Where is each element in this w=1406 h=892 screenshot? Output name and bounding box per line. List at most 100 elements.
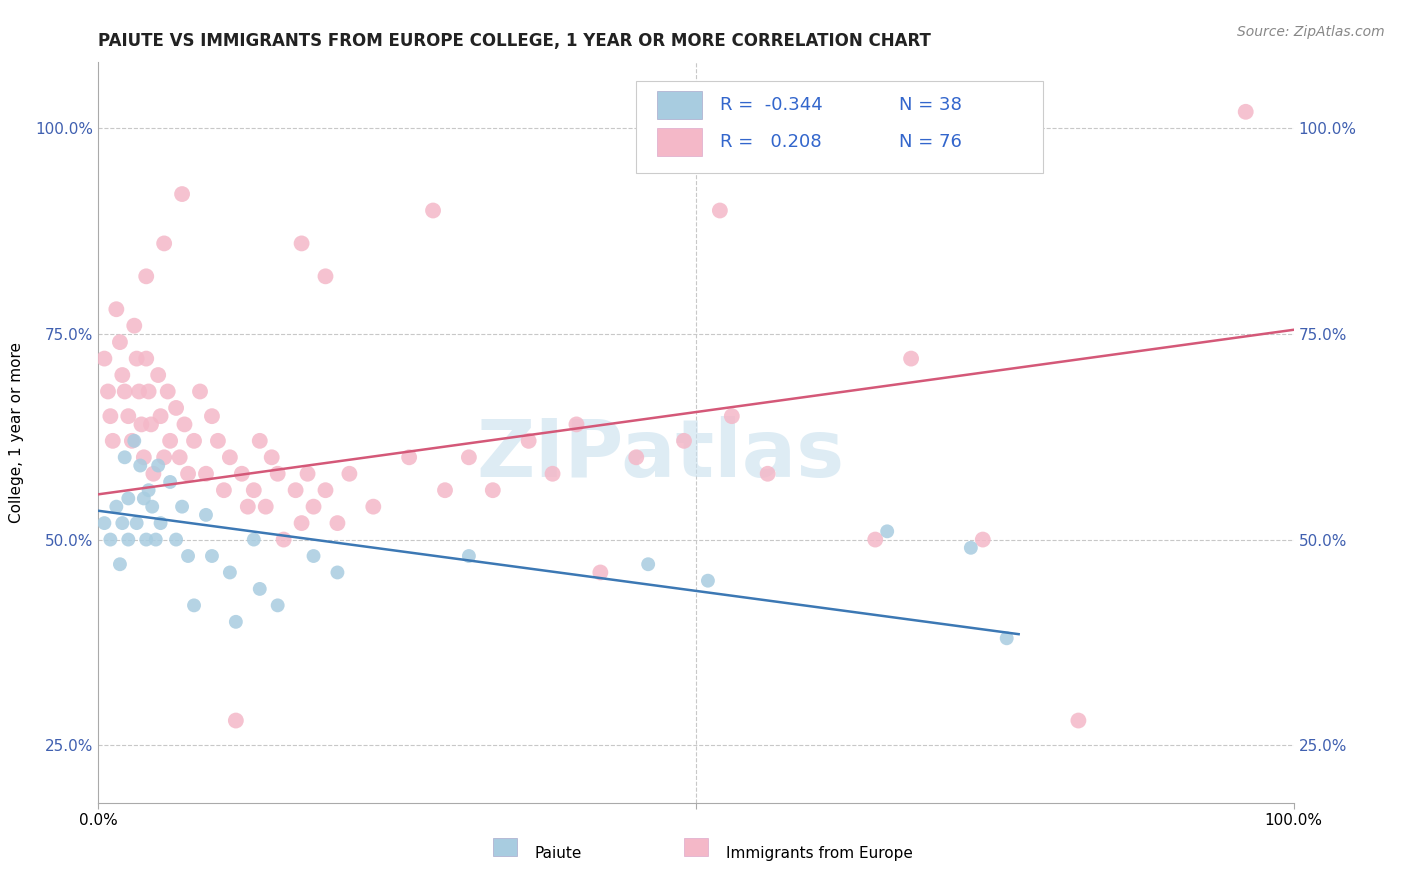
Point [876, 524, 898, 539]
Point [900, 351, 922, 366]
Point [1234, 104, 1257, 119]
Point [128, 384, 150, 399]
Point [125, 516, 148, 530]
Point [315, 483, 337, 498]
Point [219, 450, 242, 465]
Text: R =  -0.344: R = -0.344 [720, 96, 823, 114]
Point [195, 508, 218, 522]
Point [98, 533, 122, 547]
Point [169, 450, 191, 465]
Point [565, 417, 588, 432]
Point [177, 549, 200, 563]
Point [117, 533, 139, 547]
FancyBboxPatch shape [657, 91, 702, 120]
Point [135, 269, 157, 284]
Point [458, 549, 481, 563]
Point [138, 483, 160, 498]
Point [114, 384, 136, 399]
Point [135, 533, 157, 547]
Point [363, 500, 385, 514]
Point [188, 384, 211, 399]
Point [124, 434, 146, 448]
Point [267, 599, 290, 613]
Point [156, 384, 179, 399]
Point [98, 409, 122, 424]
Point [697, 574, 720, 588]
Point [225, 714, 247, 728]
Point [481, 483, 505, 498]
Point [302, 549, 325, 563]
Point [219, 566, 242, 580]
Point [231, 467, 253, 481]
Text: Immigrants from Europe: Immigrants from Europe [725, 846, 912, 861]
Point [101, 434, 124, 448]
Point [541, 467, 564, 481]
Point [145, 533, 167, 547]
Point [673, 434, 696, 448]
Point [105, 302, 128, 317]
Point [201, 549, 224, 563]
Point [148, 368, 170, 382]
Point [183, 434, 205, 448]
Point [291, 516, 314, 530]
Point [422, 203, 444, 218]
Text: Source: ZipAtlas.com: Source: ZipAtlas.com [1237, 25, 1385, 39]
Point [117, 491, 139, 506]
Point [260, 450, 283, 465]
Point [177, 467, 200, 481]
FancyBboxPatch shape [494, 838, 517, 856]
Point [153, 236, 176, 251]
Point [93, 516, 115, 530]
Point [243, 483, 266, 498]
Point [236, 500, 259, 514]
Point [995, 632, 1018, 646]
Text: Paiute: Paiute [534, 846, 582, 861]
Text: ZIPatlas: ZIPatlas [477, 416, 844, 494]
Point [148, 458, 170, 473]
Point [326, 566, 349, 580]
Point [249, 582, 271, 596]
Point [195, 467, 218, 481]
Point [207, 434, 229, 448]
Point [153, 450, 176, 465]
Point [398, 450, 420, 465]
Point [139, 417, 162, 432]
Text: N = 38: N = 38 [900, 96, 962, 114]
Point [267, 467, 290, 481]
Point [125, 351, 148, 366]
Point [132, 491, 155, 506]
Point [129, 458, 152, 473]
Point [243, 533, 266, 547]
Point [212, 483, 235, 498]
Text: N = 76: N = 76 [900, 134, 962, 152]
Point [117, 409, 139, 424]
FancyBboxPatch shape [657, 128, 702, 156]
Point [865, 533, 887, 547]
Text: R =   0.208: R = 0.208 [720, 134, 821, 152]
FancyBboxPatch shape [637, 81, 1043, 173]
Point [302, 500, 325, 514]
Point [297, 467, 319, 481]
Point [165, 533, 187, 547]
Point [721, 409, 744, 424]
Point [284, 483, 307, 498]
Point [972, 533, 994, 547]
Point [434, 483, 457, 498]
Point [1067, 714, 1090, 728]
Point [108, 558, 131, 572]
Point [138, 384, 160, 399]
Point [93, 351, 115, 366]
Point [121, 434, 143, 448]
Point [183, 599, 205, 613]
Text: PAIUTE VS IMMIGRANTS FROM EUROPE COLLEGE, 1 YEAR OR MORE CORRELATION CHART: PAIUTE VS IMMIGRANTS FROM EUROPE COLLEGE… [98, 32, 931, 50]
Point [273, 533, 295, 547]
Point [315, 269, 337, 284]
Point [141, 500, 163, 514]
Point [135, 351, 157, 366]
Y-axis label: College, 1 year or more: College, 1 year or more [10, 343, 24, 523]
Point [159, 434, 181, 448]
Point [172, 500, 194, 514]
Point [756, 467, 779, 481]
Point [517, 434, 540, 448]
Point [97, 384, 120, 399]
